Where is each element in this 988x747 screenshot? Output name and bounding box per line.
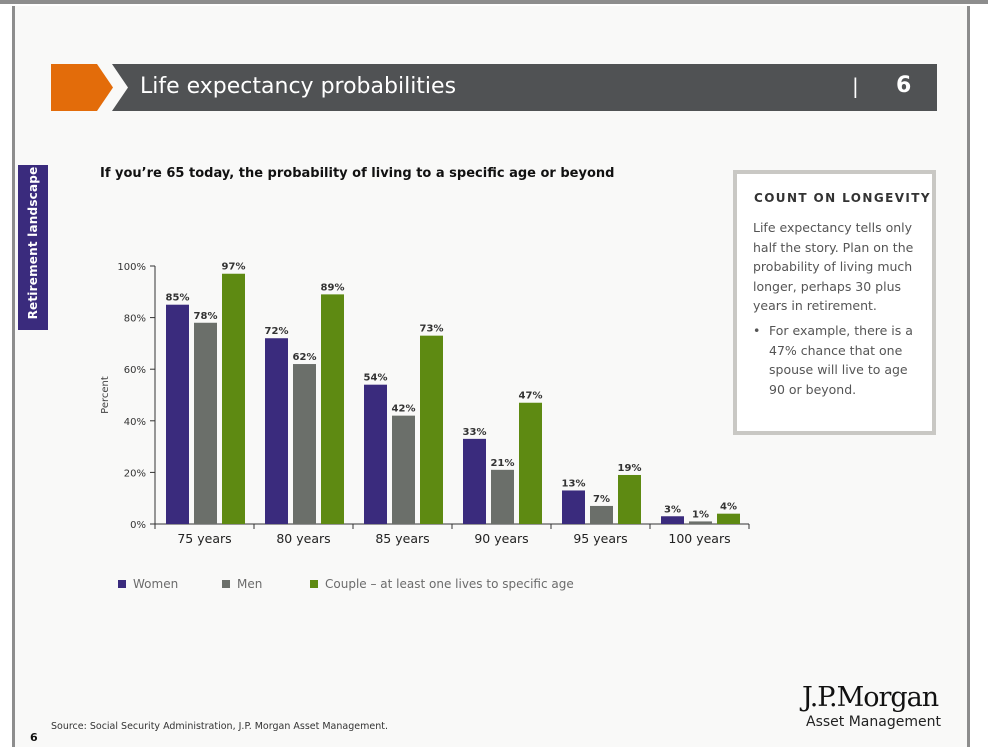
data-label: 4% <box>720 502 737 513</box>
legend-label-men: Men <box>237 577 263 591</box>
bar <box>661 516 684 524</box>
data-label: 89% <box>321 282 345 293</box>
data-label: 54% <box>364 373 388 384</box>
y-tick-label: 80% <box>124 314 146 325</box>
bar <box>293 364 316 524</box>
x-tick-label: 90 years <box>474 531 528 546</box>
header-bar <box>112 64 937 111</box>
side-tab: Retirement landscape <box>18 165 48 330</box>
data-label: 62% <box>293 352 317 363</box>
legend-swatch-couple <box>310 580 318 588</box>
bar <box>717 513 740 524</box>
x-tick-label: 80 years <box>276 531 330 546</box>
header-separator: | <box>852 74 859 98</box>
x-tick-label: 85 years <box>375 531 429 546</box>
data-label: 85% <box>166 293 190 304</box>
bar <box>562 490 585 524</box>
bar <box>166 304 189 524</box>
bar <box>194 322 217 524</box>
source-note: Source: Social Security Administration, … <box>51 721 388 732</box>
data-label: 78% <box>194 311 218 322</box>
legend-label-women: Women <box>133 577 179 591</box>
bar <box>392 415 415 524</box>
y-tick-label: 100% <box>117 262 146 273</box>
bar <box>222 273 245 524</box>
y-axis-title: Percent <box>100 376 111 414</box>
x-tick-label: 75 years <box>177 531 231 546</box>
y-tick-label: 60% <box>124 365 146 376</box>
legend-item-women: Women <box>118 577 178 591</box>
legend-item-men: Men <box>222 577 262 591</box>
bar <box>364 384 387 524</box>
callout-bullet-text: For example, there is a 47% chance that … <box>769 323 913 397</box>
bullet-marker: • <box>753 323 761 338</box>
data-label: 21% <box>491 458 515 469</box>
callout-box: COUNT ON LONGEVITY Life expectancy tells… <box>733 170 936 435</box>
legend-swatch-women <box>118 580 126 588</box>
data-label: 1% <box>692 509 709 520</box>
bar <box>321 294 344 524</box>
page-number: 6 <box>30 731 38 744</box>
top-rule <box>0 0 988 4</box>
data-label: 7% <box>593 494 610 505</box>
data-label: 19% <box>618 463 642 474</box>
header-accent-chevron <box>51 64 113 111</box>
slide-number: 6 <box>896 73 912 98</box>
callout-title: COUNT ON LONGEVITY <box>754 191 931 205</box>
legend-label-couple: Couple – at least one lives to specific … <box>325 577 574 591</box>
bar <box>463 438 486 524</box>
side-tab-label: Retirement landscape <box>26 166 40 320</box>
y-tick-label: 0% <box>130 520 146 531</box>
bar <box>420 335 443 524</box>
bar <box>689 521 712 524</box>
data-label: 33% <box>463 427 487 438</box>
y-tick-label: 20% <box>124 468 146 479</box>
jpmorgan-logo: J.P.Morgan <box>802 682 939 713</box>
legend-item-couple: Couple – at least one lives to specific … <box>310 577 574 591</box>
data-label: 47% <box>519 391 543 402</box>
bar <box>265 338 288 524</box>
data-label: 3% <box>664 504 681 515</box>
logo-subtitle: Asset Management <box>806 714 941 730</box>
slide-title: Life expectancy probabilities <box>140 74 457 99</box>
callout-body: Life expectancy tells only half the stor… <box>753 220 914 313</box>
bar <box>590 505 613 524</box>
x-tick-label: 100 years <box>668 531 730 546</box>
data-label: 97% <box>222 262 246 273</box>
data-label: 72% <box>265 326 289 337</box>
chart-title: If you’re 65 today, the probability of l… <box>100 166 615 181</box>
data-label: 73% <box>420 324 444 335</box>
y-tick-label: 40% <box>124 417 146 428</box>
x-tick-label: 95 years <box>573 531 627 546</box>
bar <box>519 402 542 524</box>
data-label: 13% <box>562 478 586 489</box>
data-label: 42% <box>392 404 416 415</box>
bar <box>491 469 514 524</box>
bar-chart: 0% 20% 40% 60% 80% 100% Percent 75 years 80 year… <box>100 262 750 546</box>
legend-swatch-men <box>222 580 230 588</box>
bar <box>618 474 641 524</box>
